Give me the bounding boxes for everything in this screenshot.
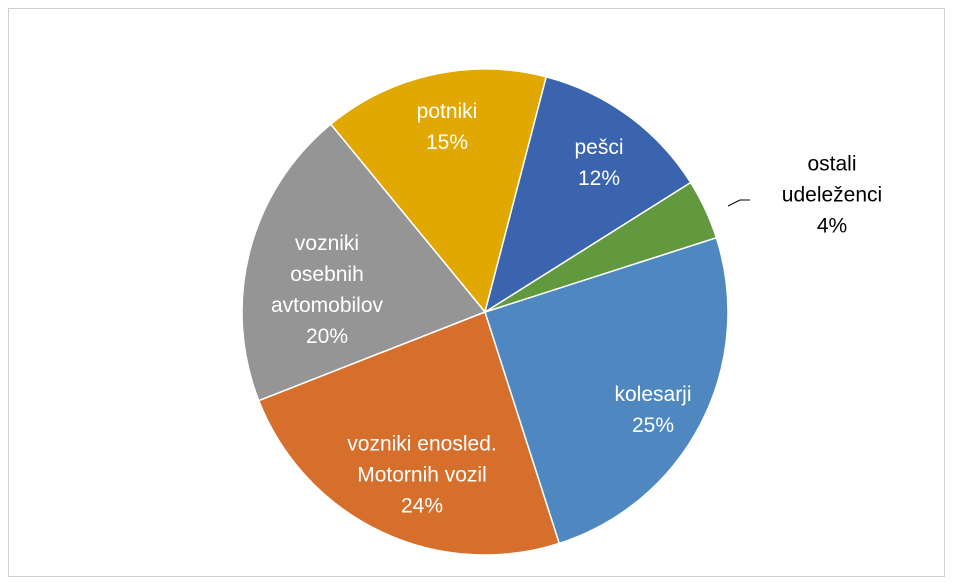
category-label: kolesarji [614,383,692,406]
slice-label: ostali udeleženci 4% [772,149,892,242]
leader-line [727,199,750,207]
value-label: 15% [425,131,469,154]
value-label: 25% [631,414,675,437]
value-label: 24% [400,494,444,518]
category-label: potniki [416,100,478,123]
slice-label: kolesarji 25% [598,379,708,441]
category-label: vozniki enosled. Motornih vozil [347,432,497,487]
pie-slice [241,123,487,402]
pie-slice [483,75,692,314]
value-label: 20% [305,325,349,348]
category-label: pešci [574,136,624,159]
slice-label: vozniki enosled. Motornih vozil 24% [335,429,510,522]
pie-slice [257,311,561,556]
value-label: 4% [816,214,848,238]
slice-label: vozniki osebnih avtomobilov 20% [267,228,387,352]
pie-slice [329,68,548,314]
chart-frame [8,8,945,577]
slice-label: pešci 12% [554,132,644,194]
slice-label: potniki 15% [397,96,497,158]
pie-slice [484,236,729,545]
category-label: ostali udeleženci [781,152,883,207]
category-label: vozniki osebnih avtomobilov [270,232,384,317]
value-label: 12% [577,167,621,190]
